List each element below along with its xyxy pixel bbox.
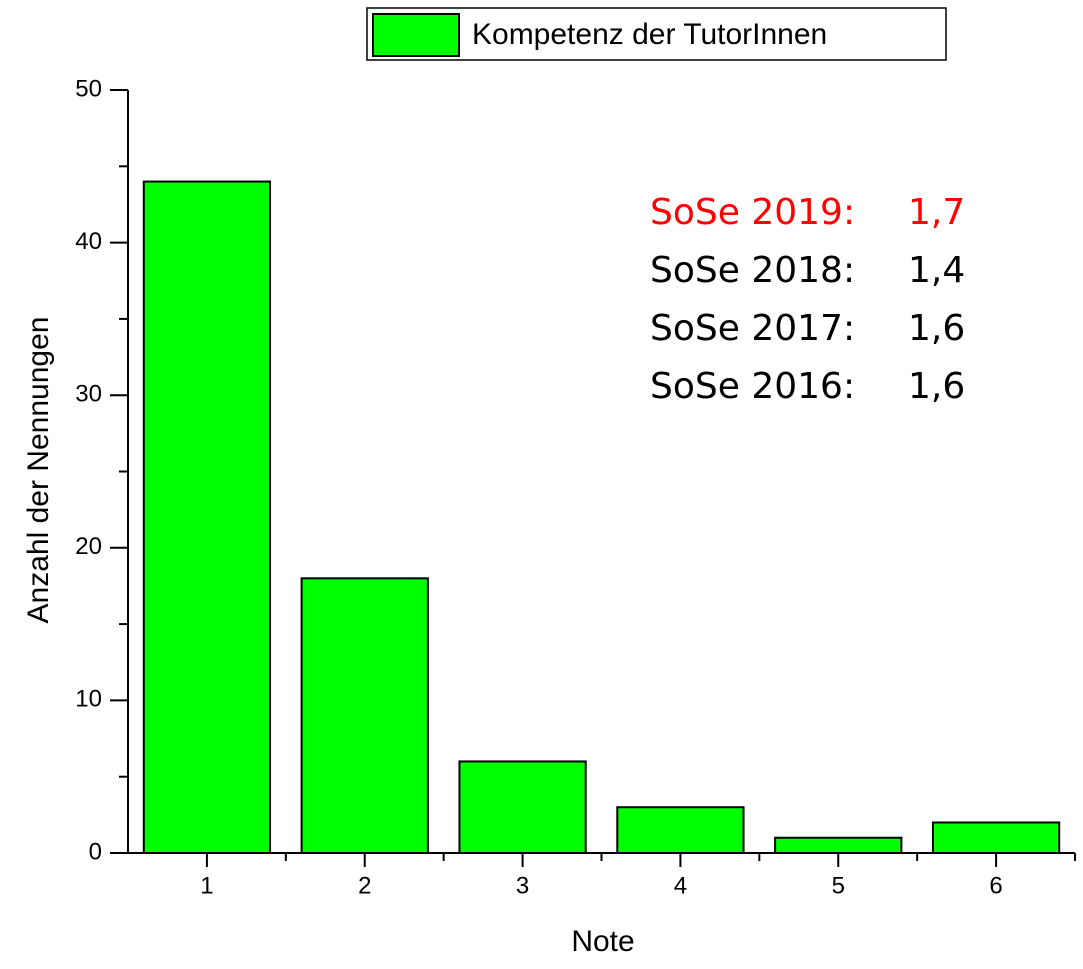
annotation-label: SoSe 2018: [650, 250, 855, 291]
annotation-value: 1,7 [908, 192, 965, 233]
y-tick-label: 0 [89, 838, 102, 865]
annotation-label: SoSe 2016: [650, 366, 855, 407]
bar [931, 821, 1061, 854]
bar [458, 760, 587, 854]
annotation-value: 1,6 [908, 366, 965, 407]
y-tick-label: 10 [75, 686, 102, 713]
x-tick-label: 4 [674, 872, 687, 899]
legend-swatch [372, 13, 460, 57]
annotation-value: 1,6 [908, 308, 965, 349]
bar [142, 180, 272, 854]
y-tick-label: 30 [75, 381, 102, 408]
x-axis-label: Note [571, 925, 634, 958]
bar [300, 577, 429, 854]
x-tick-label: 1 [200, 872, 213, 899]
annotation-value: 1,4 [908, 250, 965, 291]
y-tick-label: 50 [75, 75, 102, 102]
x-tick-label: 6 [989, 872, 1002, 899]
legend-box [366, 7, 947, 61]
x-tick-label: 5 [832, 872, 845, 899]
bar [774, 836, 903, 854]
bar [616, 806, 745, 854]
x-tick-label: 3 [516, 872, 529, 899]
y-tick-label: 20 [75, 533, 102, 560]
legend-label: Kompetenz der TutorInnen [472, 18, 827, 51]
annotation-label: SoSe 2019: [650, 192, 855, 233]
y-axis-label: Anzahl der Nennungen [22, 317, 55, 624]
y-tick-label: 40 [75, 228, 102, 255]
annotation-label: SoSe 2017: [650, 308, 855, 349]
x-tick-label: 2 [358, 872, 371, 899]
